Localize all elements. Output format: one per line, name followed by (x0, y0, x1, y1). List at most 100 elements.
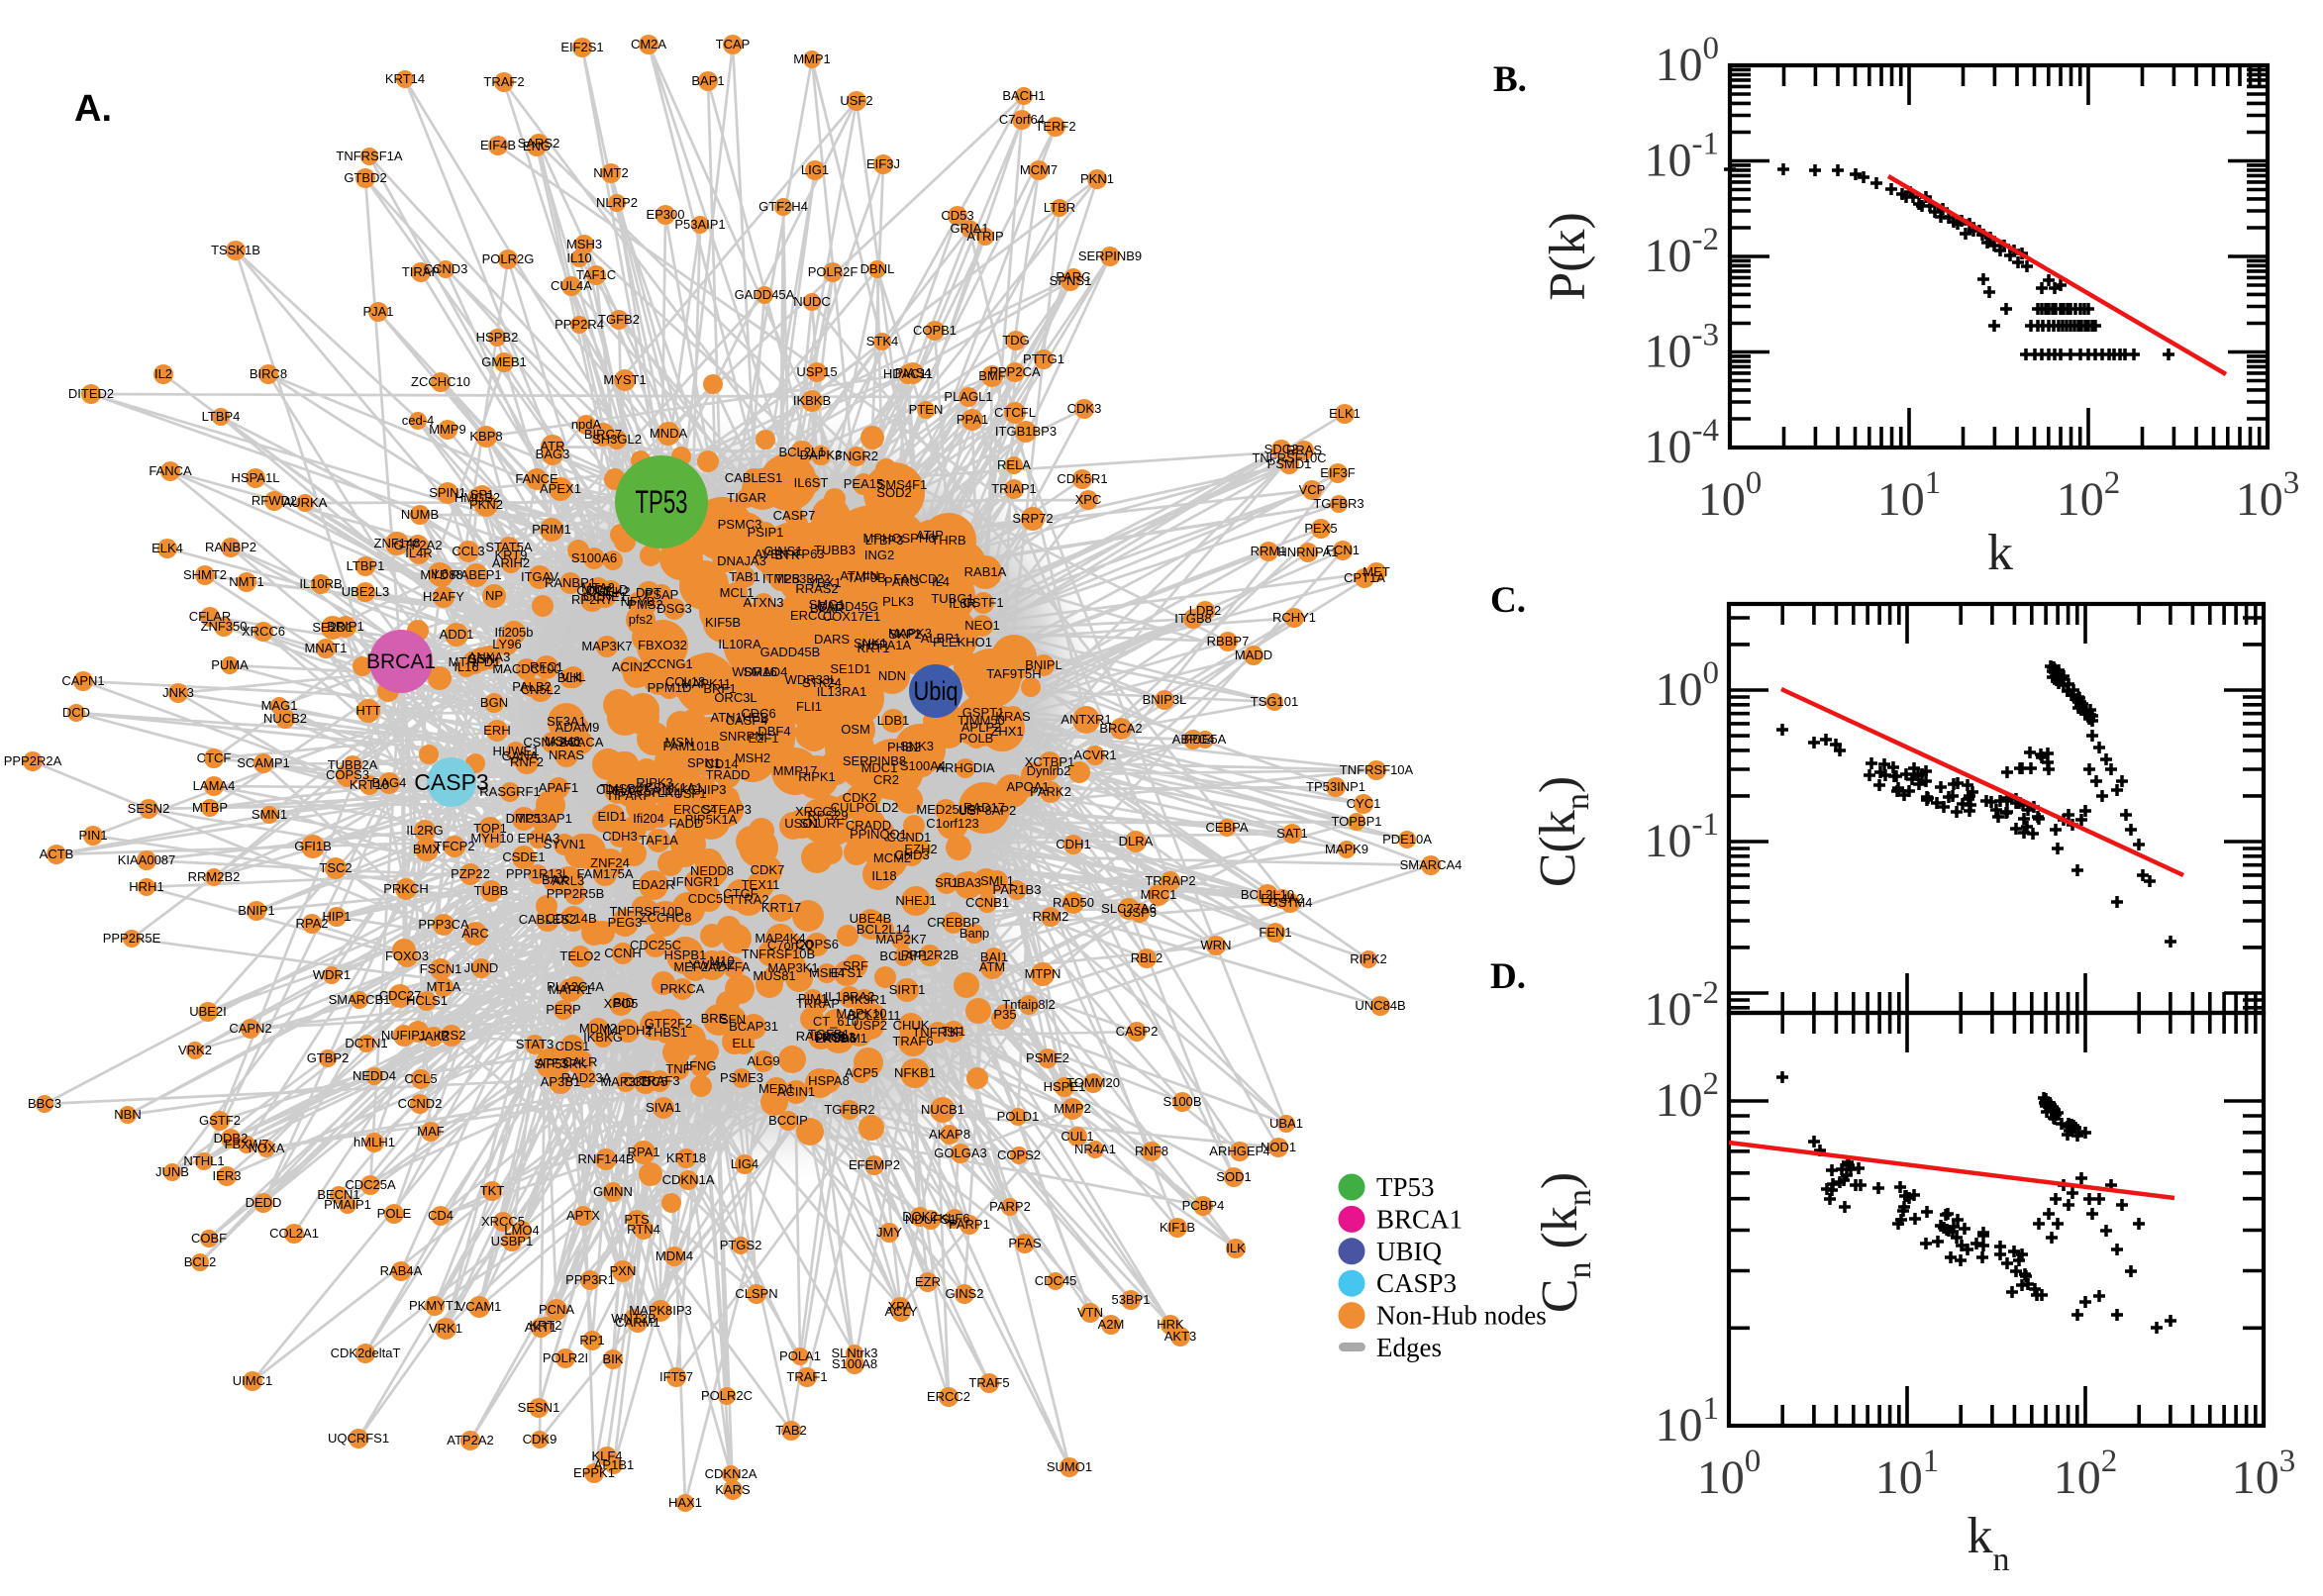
svg-text:EIF4A2: EIF4A2 (1261, 891, 1303, 906)
svg-text:VTN: VTN (1077, 1305, 1103, 1320)
svg-text:IL6: IL6 (431, 566, 449, 581)
svg-text:AP3B1: AP3B1 (541, 1074, 580, 1089)
svg-text:CDC2: CDC2 (576, 583, 611, 598)
svg-text:SMG1: SMG1 (809, 597, 846, 612)
svg-text:EFEMP2: EFEMP2 (849, 1157, 900, 1172)
svg-text:HNRNPA1: HNRNPA1 (1277, 545, 1338, 559)
svg-text:FBXO32: FBXO32 (638, 638, 687, 652)
svg-text:UQCRFS1: UQCRFS1 (328, 1431, 389, 1446)
svg-text:S100A8: S100A8 (832, 1356, 877, 1371)
svg-text:GADD45B: GADD45B (760, 645, 821, 659)
svg-text:HSPB1: HSPB1 (664, 948, 707, 962)
svg-text:ACIN2: ACIN2 (612, 659, 650, 674)
svg-text:CASP4: CASP4 (726, 713, 768, 728)
svg-text:TAF9T5H: TAF9T5H (986, 666, 1041, 681)
svg-text:GRIA1: GRIA1 (950, 221, 988, 236)
svg-text:CDK5R1: CDK5R1 (1057, 471, 1107, 486)
svg-text:CDK7: CDK7 (751, 862, 785, 877)
svg-text:MSH3: MSH3 (566, 237, 602, 251)
svg-text:PERP: PERP (546, 1002, 580, 1017)
svg-text:STK24: STK24 (802, 675, 842, 690)
svg-text:MMP2: MMP2 (1054, 1101, 1091, 1116)
svg-text:TSSK1B: TSSK1B (211, 243, 260, 257)
svg-text:IFNG: IFNG (685, 1058, 716, 1073)
svg-text:KARS: KARS (715, 1482, 751, 1497)
svg-text:TRAF1: TRAF1 (786, 1369, 827, 1384)
svg-text:CT_610: CT_610 (813, 1014, 858, 1029)
svg-text:MDM2: MDM2 (579, 1021, 617, 1036)
svg-text:MAF: MAF (417, 1124, 445, 1139)
svg-text:GTF2F2: GTF2F2 (645, 1016, 692, 1031)
svg-text:CAPN2: CAPN2 (229, 1021, 271, 1036)
svg-text:APEX1: APEX1 (540, 481, 581, 496)
svg-text:NEO1: NEO1 (964, 618, 999, 633)
svg-text:LAMA4: LAMA4 (193, 778, 236, 793)
svg-text:GTF2A2: GTF2A2 (393, 538, 442, 552)
svg-text:SCAMP1: SCAMP1 (237, 755, 289, 770)
svg-text:BACH1: BACH1 (1002, 88, 1045, 103)
svg-text:k: k (1987, 525, 2013, 581)
svg-text:PEA15: PEA15 (844, 476, 883, 491)
svg-text:RAB1A: RAB1A (964, 564, 1007, 579)
svg-text:FLI1: FLI1 (796, 699, 822, 714)
svg-text:MAP3K1: MAP3K1 (767, 960, 818, 975)
svg-text:CCND1: CCND1 (887, 830, 932, 845)
svg-text:DNAJA3: DNAJA3 (717, 553, 766, 568)
svg-text:ITGAV: ITGAV (521, 569, 558, 584)
svg-text:LDB1: LDB1 (877, 713, 910, 728)
svg-text:PRKCH: PRKCH (383, 881, 429, 896)
svg-text:BNIP1: BNIP1 (238, 903, 275, 918)
svg-text:BRCA2: BRCA2 (1099, 721, 1142, 736)
svg-text:HAX1: HAX1 (668, 1495, 702, 1510)
svg-text:TK1: TK1 (942, 1024, 965, 1039)
svg-text:ATR: ATR (540, 439, 564, 453)
svg-text:RNF144B: RNF144B (577, 1151, 634, 1166)
svg-text:RPS29: RPS29 (807, 808, 848, 823)
svg-text:TGFB1: TGFB1 (808, 1027, 850, 1042)
svg-text:LRSAM1: LRSAM1 (816, 1031, 867, 1046)
svg-text:KRT18: KRT18 (666, 1150, 706, 1165)
svg-text:SRP72: SRP72 (1012, 511, 1053, 526)
svg-text:NOXA: NOXA (249, 1141, 285, 1155)
svg-text:GTBP2: GTBP2 (307, 1050, 350, 1065)
svg-text:ANXA3: ANXA3 (468, 649, 511, 664)
svg-text:ACTB: ACTB (40, 847, 74, 861)
svg-text:IL10RA: IL10RA (718, 637, 761, 651)
svg-text:RRM2: RRM2 (1033, 909, 1069, 924)
svg-text:CASP3: CASP3 (1376, 1268, 1457, 1298)
svg-text:SML1: SML1 (980, 873, 1014, 888)
svg-text:TAF1C: TAF1C (576, 267, 616, 282)
svg-text:GINS2: GINS2 (945, 1286, 983, 1301)
svg-text:IL2: IL2 (154, 366, 172, 381)
svg-text:A2M: A2M (1098, 1317, 1125, 1332)
svg-text:TUBG1: TUBG1 (931, 591, 973, 606)
svg-text:NMT2: NMT2 (593, 165, 628, 180)
svg-text:KIF1B: KIF1B (1160, 1220, 1195, 1235)
svg-text:XRCC5: XRCC5 (481, 1214, 525, 1229)
svg-text:CDH1: CDH1 (1056, 837, 1090, 851)
svg-text:MSH4: MSH4 (809, 965, 845, 980)
svg-text:COPS2: COPS2 (997, 1147, 1041, 1162)
svg-text:MACDC100: MACDC100 (492, 661, 560, 676)
svg-text:HDAC11: HDAC11 (883, 366, 933, 381)
svg-text:SMN1: SMN1 (252, 807, 287, 822)
svg-text:BBC3: BBC3 (28, 1096, 61, 1111)
svg-text:CARM1: CARM1 (615, 1315, 660, 1330)
svg-text:POLR2G: POLR2G (482, 251, 535, 266)
svg-text:Non-Hub nodes: Non-Hub nodes (1376, 1301, 1547, 1331)
svg-text:ITM2B: ITM2B (762, 571, 800, 586)
svg-text:ATF3: ATF3 (537, 1055, 567, 1070)
svg-text:OSM: OSM (841, 722, 870, 737)
svg-text:IL2RG: IL2RG (406, 823, 444, 838)
svg-text:WNT2B: WNT2B (611, 1311, 656, 1326)
svg-text:TRIAP1: TRIAP1 (991, 481, 1037, 496)
svg-text:IL4: IL4 (932, 574, 950, 589)
svg-text:MAPK3: MAPK3 (888, 626, 932, 641)
svg-text:PSAP: PSAP (645, 587, 679, 602)
svg-text:SESN1: SESN1 (518, 1400, 560, 1415)
svg-text:NFKB1: NFKB1 (894, 1065, 936, 1080)
svg-text:BIRC8: BIRC8 (250, 366, 287, 381)
svg-text:RFC1: RFC1 (530, 659, 563, 674)
svg-text:HSPA1A: HSPA1A (861, 638, 912, 652)
svg-text:HUWE1: HUWE1 (493, 744, 540, 758)
